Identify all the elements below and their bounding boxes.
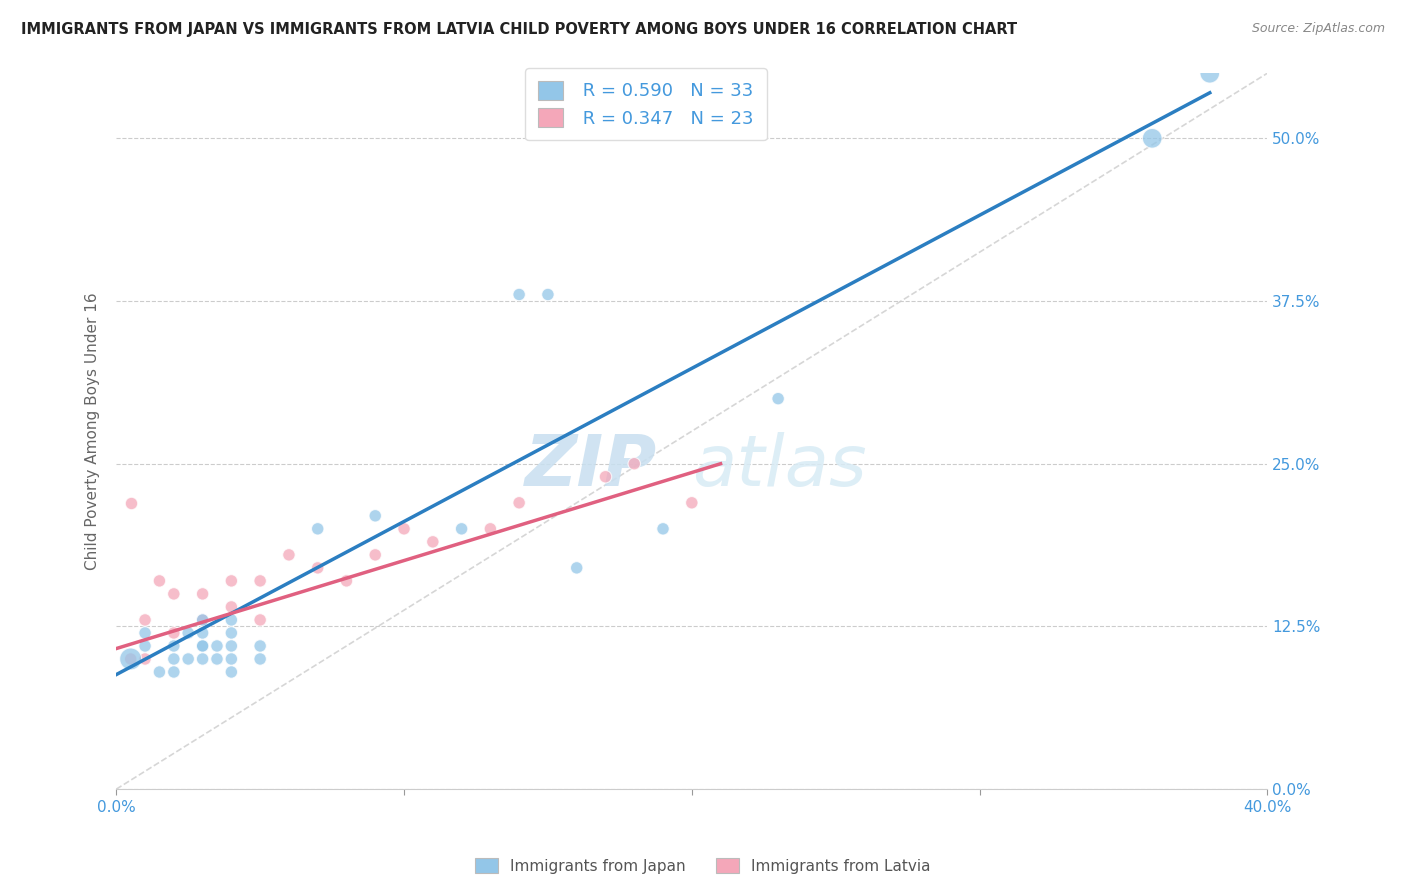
Point <box>392 522 415 536</box>
Point <box>623 457 645 471</box>
Point <box>177 626 200 640</box>
Point <box>191 626 214 640</box>
Point <box>134 652 156 666</box>
Point <box>221 574 243 588</box>
Point <box>191 639 214 653</box>
Point <box>120 652 142 666</box>
Point <box>422 534 444 549</box>
Point <box>450 522 472 536</box>
Point <box>249 613 271 627</box>
Point <box>221 665 243 679</box>
Legend:  R = 0.590   N = 33,  R = 0.347   N = 23: R = 0.590 N = 33, R = 0.347 N = 23 <box>524 68 766 140</box>
Point <box>148 574 170 588</box>
Point <box>1198 66 1220 80</box>
Point <box>595 469 617 483</box>
Point <box>249 574 271 588</box>
Point <box>134 626 156 640</box>
Point <box>249 652 271 666</box>
Text: IMMIGRANTS FROM JAPAN VS IMMIGRANTS FROM LATVIA CHILD POVERTY AMONG BOYS UNDER 1: IMMIGRANTS FROM JAPAN VS IMMIGRANTS FROM… <box>21 22 1017 37</box>
Point <box>681 496 703 510</box>
Text: Source: ZipAtlas.com: Source: ZipAtlas.com <box>1251 22 1385 36</box>
Text: atlas: atlas <box>692 433 866 501</box>
Point <box>221 613 243 627</box>
Point <box>537 287 560 301</box>
Point <box>221 626 243 640</box>
Y-axis label: Child Poverty Among Boys Under 16: Child Poverty Among Boys Under 16 <box>86 293 100 570</box>
Point <box>191 587 214 601</box>
Point <box>163 665 186 679</box>
Point <box>364 508 387 523</box>
Point <box>163 626 186 640</box>
Point <box>766 392 789 406</box>
Point <box>191 613 214 627</box>
Text: ZIP: ZIP <box>524 433 657 501</box>
Point <box>307 522 329 536</box>
Point <box>479 522 502 536</box>
Point <box>249 639 271 653</box>
Point <box>163 587 186 601</box>
Point <box>134 613 156 627</box>
Point <box>221 639 243 653</box>
Point <box>177 652 200 666</box>
Point <box>120 652 142 666</box>
Legend: Immigrants from Japan, Immigrants from Latvia: Immigrants from Japan, Immigrants from L… <box>470 852 936 880</box>
Point <box>364 548 387 562</box>
Point <box>134 639 156 653</box>
Point <box>1142 131 1164 145</box>
Point <box>221 652 243 666</box>
Point <box>163 652 186 666</box>
Point <box>191 652 214 666</box>
Point <box>148 665 170 679</box>
Point <box>335 574 357 588</box>
Point <box>163 639 186 653</box>
Point <box>221 599 243 614</box>
Point <box>205 652 228 666</box>
Point <box>565 561 588 575</box>
Point <box>191 639 214 653</box>
Point <box>205 639 228 653</box>
Point <box>120 496 142 510</box>
Point <box>191 613 214 627</box>
Point <box>307 561 329 575</box>
Point <box>508 496 530 510</box>
Point <box>652 522 675 536</box>
Point <box>508 287 530 301</box>
Point <box>277 548 299 562</box>
